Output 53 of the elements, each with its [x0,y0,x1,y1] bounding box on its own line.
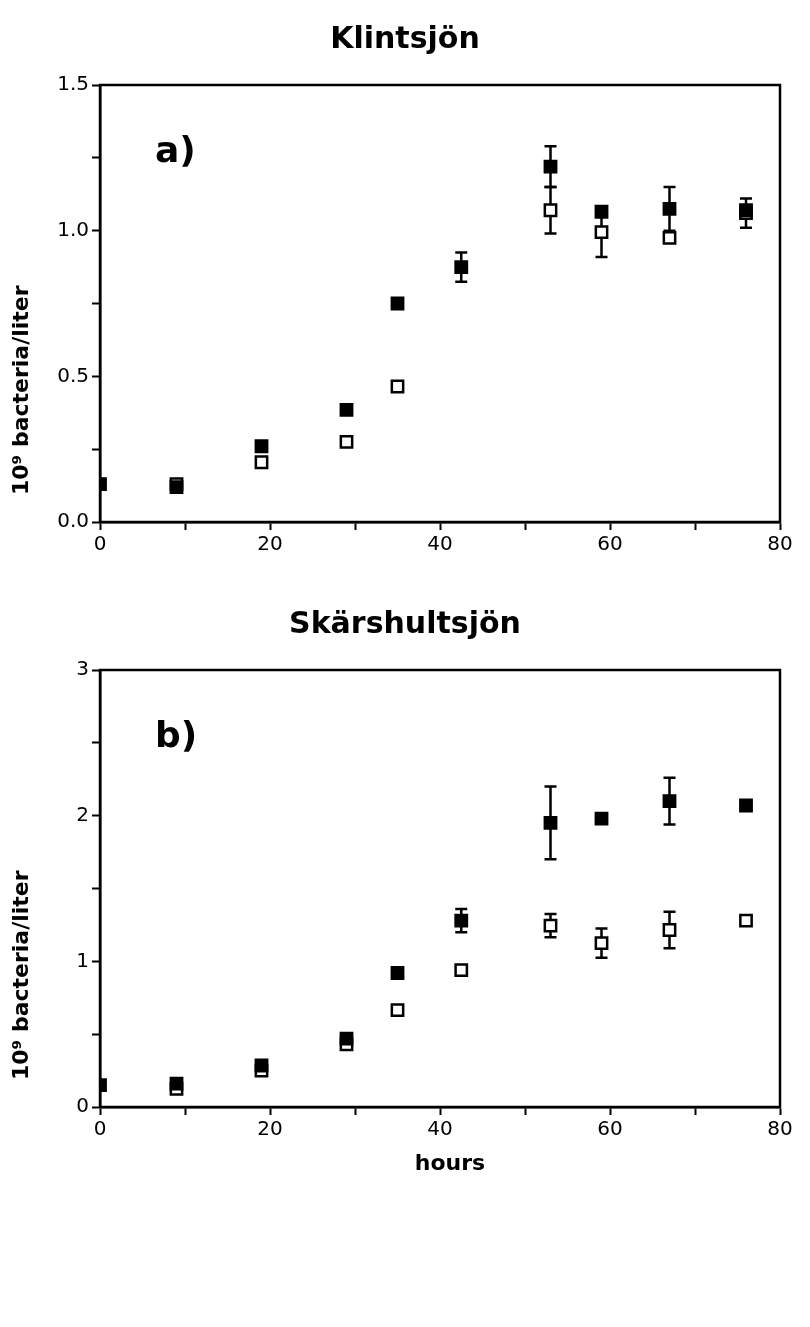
point [254,1058,269,1073]
annotation: b) [155,714,198,756]
x-tick-label: 80 [767,531,793,556]
point [662,201,677,216]
point [454,913,469,928]
y-tick-label: 1.5 [57,71,89,96]
point [454,963,469,977]
y-axis-title: 10⁹ bacteria/liter [8,870,33,1080]
point [454,260,469,274]
point [390,296,405,311]
y-tick-label: 0.0 [57,508,89,533]
point [254,439,269,454]
y-tick-label: 0 [76,1093,89,1118]
point [390,1003,405,1018]
x-tick-label: 40 [427,1116,453,1141]
x-tick-label: 40 [427,531,453,556]
x-tick-label: 0 [93,1116,107,1141]
chart-title: Skärshultsjön [288,605,522,640]
x-tick-label: 60 [597,1116,623,1141]
y-tick-label: 1 [76,947,89,972]
point [543,203,558,218]
point [169,1076,184,1091]
x-tick-label: 0 [93,531,107,556]
point [339,1031,354,1046]
y-tick-label: 1.0 [57,216,89,241]
point [662,794,677,809]
point [543,159,558,174]
point [594,204,609,219]
point [339,402,354,417]
point [594,811,609,826]
x-tick-label: 80 [767,1116,793,1141]
point [594,936,609,951]
point [594,225,609,240]
point [390,966,405,980]
y-axis-title: 10⁹ bacteria/liter [8,285,33,495]
point [739,913,753,928]
point [662,923,677,937]
y-tick-label: 0.5 [57,362,89,387]
point [543,918,558,933]
y-tick-label: 3 [76,656,89,681]
annotation: a) [155,129,196,171]
point [739,798,753,813]
point [339,434,354,449]
point [390,379,405,394]
point [662,231,677,245]
x-tick-label: 20 [257,1116,283,1141]
y-tick-label: 2 [76,801,89,826]
point [254,455,269,470]
x-axis-title: hours [413,1150,487,1175]
x-tick-label: 20 [257,531,283,556]
x-tick-label: 60 [597,531,623,556]
chart-title: Klintsjön [329,20,481,55]
point [543,816,558,830]
